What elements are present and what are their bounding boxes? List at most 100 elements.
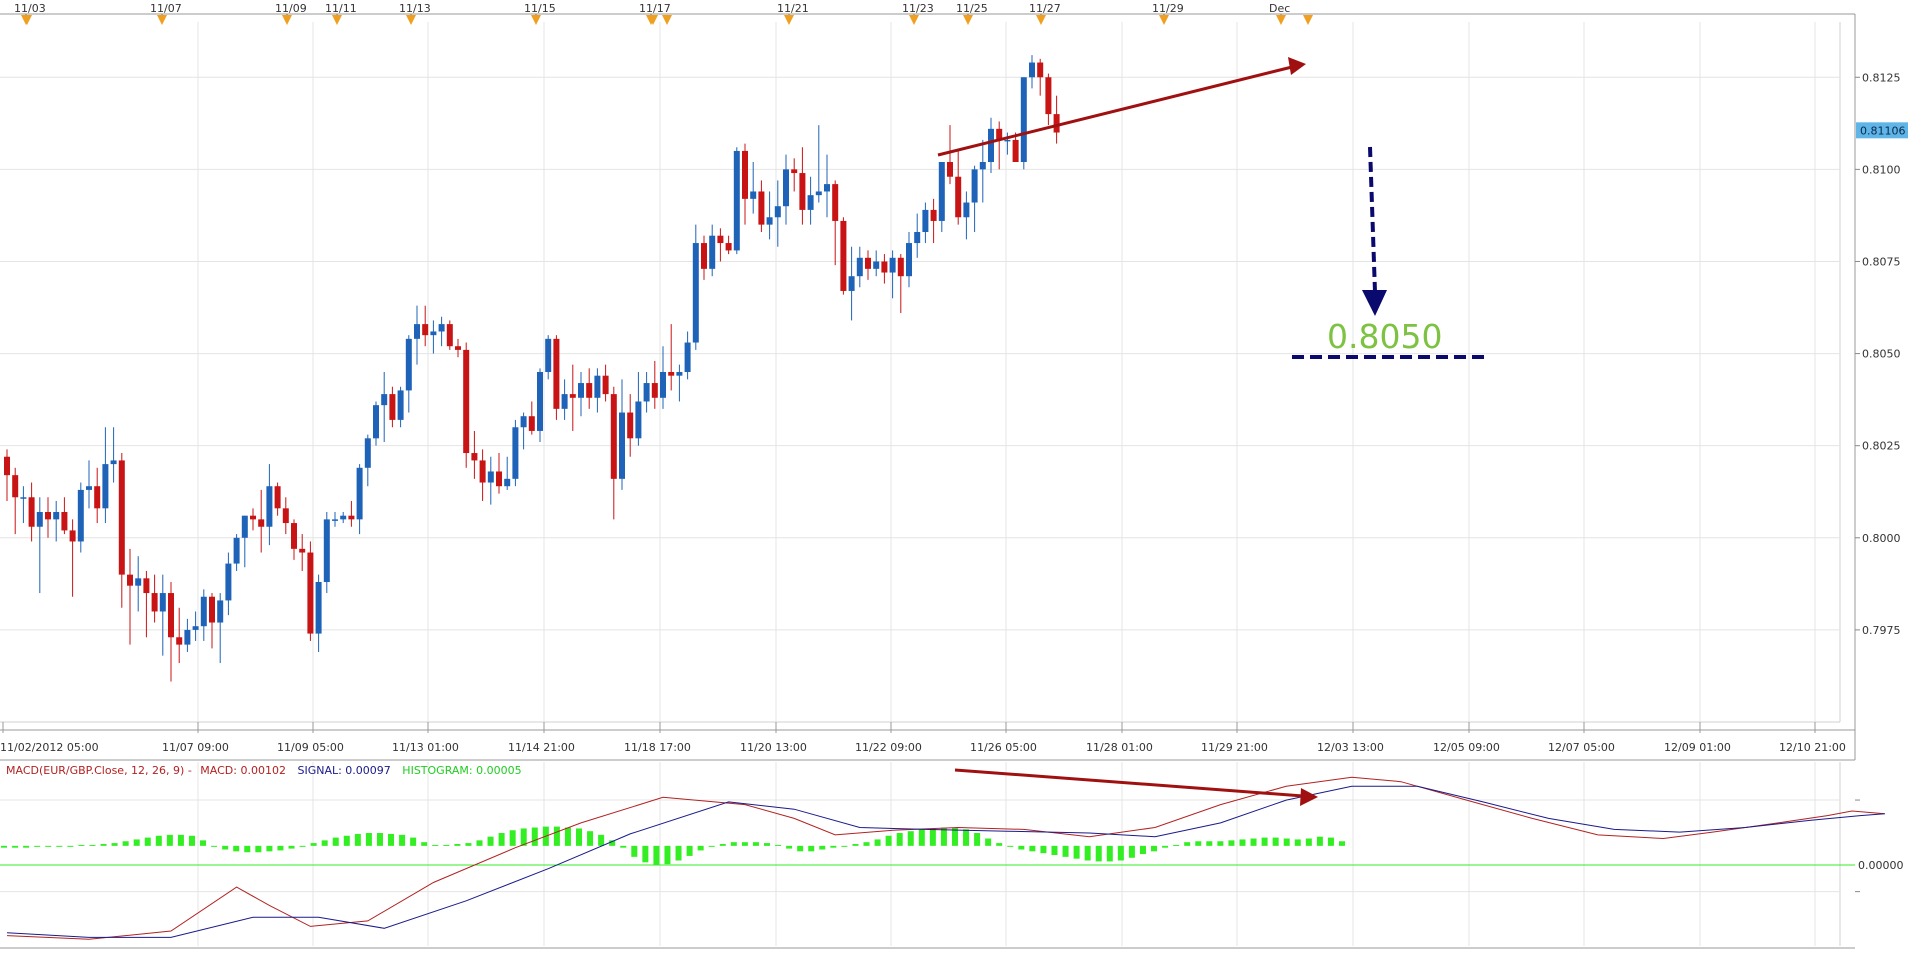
macd-panel: 0.00000 MACD(EUR/GBP.Close, 12, 26, 9) -… [0, 759, 1904, 949]
macd-header-histogram: HISTOGRAM: 0.00005 [402, 764, 521, 777]
histogram-bar [421, 842, 428, 846]
candle-body [241, 515, 248, 538]
candle-body [594, 375, 601, 398]
candle-body [323, 519, 330, 582]
histogram-bar [1206, 841, 1213, 846]
time-tick-label: 11/29 21:00 [1201, 741, 1268, 754]
price-tick-label: 0.8125 [1862, 71, 1901, 84]
histogram-bar [509, 830, 516, 846]
histogram-bar [1084, 845, 1091, 861]
event-marker [648, 15, 658, 25]
candle-body [660, 372, 666, 398]
histogram-bar [365, 833, 372, 846]
histogram-bar [609, 840, 616, 846]
signal-line [6, 785, 1885, 938]
event-marker [332, 15, 342, 25]
candle-body [701, 243, 707, 269]
candle-body [430, 331, 437, 336]
candle-body [397, 390, 404, 420]
candle-body [291, 523, 297, 549]
candle-body [405, 338, 412, 391]
candle-body [479, 460, 486, 483]
candle-body [947, 162, 953, 177]
candle-body [209, 596, 215, 623]
top-date-label: 11/29 [1152, 2, 1184, 15]
histogram-bar [1305, 838, 1312, 846]
histogram-bar [1283, 838, 1290, 846]
histogram-bar [951, 827, 958, 846]
histogram-bar [631, 845, 638, 857]
top-date-labels: 11/03 11/07 11/09 11/11 11/13 11/15 11/17 11/21… [14, 2, 1313, 25]
histogram-bar [553, 826, 560, 846]
histogram-bar [620, 845, 627, 848]
event-marker [406, 15, 416, 25]
candle-body [586, 383, 593, 398]
histogram-bar [1051, 845, 1058, 855]
uptrend-arrow [937, 57, 1306, 157]
histogram-bar [963, 829, 970, 846]
histogram-bar [34, 845, 41, 847]
price-axis: 0.8125 0.8100 0.8075 0.8050 0.8025 0.8000 0.79… [1855, 71, 1908, 637]
histogram-bar [78, 844, 85, 846]
histogram-bar [1, 845, 7, 848]
histogram-bar [376, 833, 383, 846]
candle-body [914, 232, 921, 244]
top-date-label: 11/25 [956, 2, 988, 15]
time-tick-label: 12/09 01:00 [1664, 741, 1731, 754]
candle-body [266, 486, 273, 527]
histogram-bar [332, 837, 339, 846]
candle-body [356, 467, 363, 520]
histogram-bar [1018, 845, 1025, 850]
time-tick-label: 12/03 13:00 [1317, 741, 1384, 754]
candle-body [69, 530, 76, 542]
time-tick-label: 11/09 05:00 [277, 741, 344, 754]
histogram-bar [520, 828, 527, 846]
candle-body [996, 128, 1003, 140]
histogram-bar [454, 844, 461, 846]
candle-body [315, 582, 322, 634]
histogram-bar [852, 844, 859, 846]
histogram-bar [929, 828, 936, 846]
divergence-arrow [954, 768, 1318, 806]
candle-body [553, 338, 560, 409]
histogram-bar [1217, 841, 1224, 846]
histogram-bar [741, 842, 748, 846]
candle-body [1020, 77, 1027, 162]
candle-body [1045, 77, 1052, 115]
histogram-bar [255, 845, 262, 853]
histogram-bar [1294, 839, 1301, 846]
candle-body [1037, 62, 1044, 78]
histogram-bar [354, 833, 361, 846]
macd-header-indicator: MACD(EUR/GBP.Close, 12, 26, 9) - [6, 764, 192, 777]
candle-body [504, 478, 511, 487]
candle-body [1053, 114, 1060, 133]
histogram-bar [266, 845, 273, 852]
histogram-bar [907, 831, 914, 846]
candle-body [881, 261, 888, 273]
candle-body [906, 243, 912, 277]
candle-body [422, 324, 429, 336]
time-tick-label: 11/28 01:00 [1086, 741, 1153, 754]
histogram-bar [443, 844, 450, 846]
price-panel: 11/03 11/07 11/09 11/11 11/13 11/15 11/17 11/21… [0, 2, 1908, 760]
candle-body [824, 184, 830, 192]
histogram-bar [155, 835, 162, 846]
top-date-label: Dec [1269, 2, 1290, 15]
histogram-bar [587, 831, 594, 846]
candle-body [569, 394, 576, 398]
time-tick-label: 11/14 21:00 [508, 741, 575, 754]
candle-body [537, 372, 543, 431]
candle-body [971, 169, 978, 203]
candle-body [791, 169, 798, 174]
candle-body [578, 383, 584, 398]
candle-body [389, 394, 396, 420]
histogram-bar [233, 845, 240, 852]
candle-body [520, 416, 527, 428]
histogram-bar [166, 834, 173, 846]
price-tick-label: 0.8025 [1862, 440, 1901, 453]
histogram-bar [487, 836, 494, 846]
histogram-bar [1272, 837, 1279, 846]
candle-body [684, 342, 691, 372]
candle-body [774, 206, 781, 218]
time-axis: 11/02/2012 05:00 11/07 09:00 11/09 05:00 11… [0, 722, 1846, 754]
